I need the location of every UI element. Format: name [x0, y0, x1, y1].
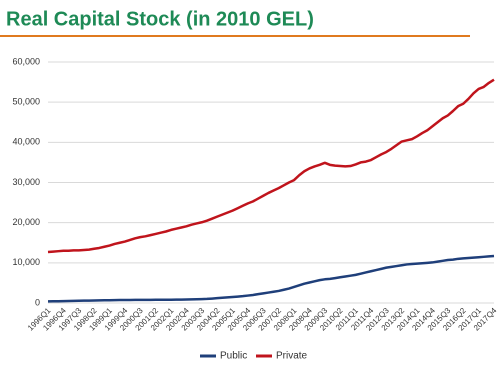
legend-label: Public	[220, 351, 247, 362]
legend-label: Private	[276, 351, 308, 362]
y-tick-label: 10,000	[12, 257, 40, 267]
y-tick-label: 60,000	[12, 56, 40, 66]
chart-title: Real Capital Stock (in 2010 GEL)	[6, 8, 314, 30]
y-tick-label: 50,000	[12, 97, 40, 107]
series-line	[47, 254, 495, 303]
y-tick-label: 20,000	[12, 217, 40, 227]
y-tick-label: 30,000	[12, 177, 40, 187]
series-line	[47, 78, 495, 254]
y-tick-label: 40,000	[12, 137, 40, 147]
y-tick-label: 0	[35, 297, 40, 307]
